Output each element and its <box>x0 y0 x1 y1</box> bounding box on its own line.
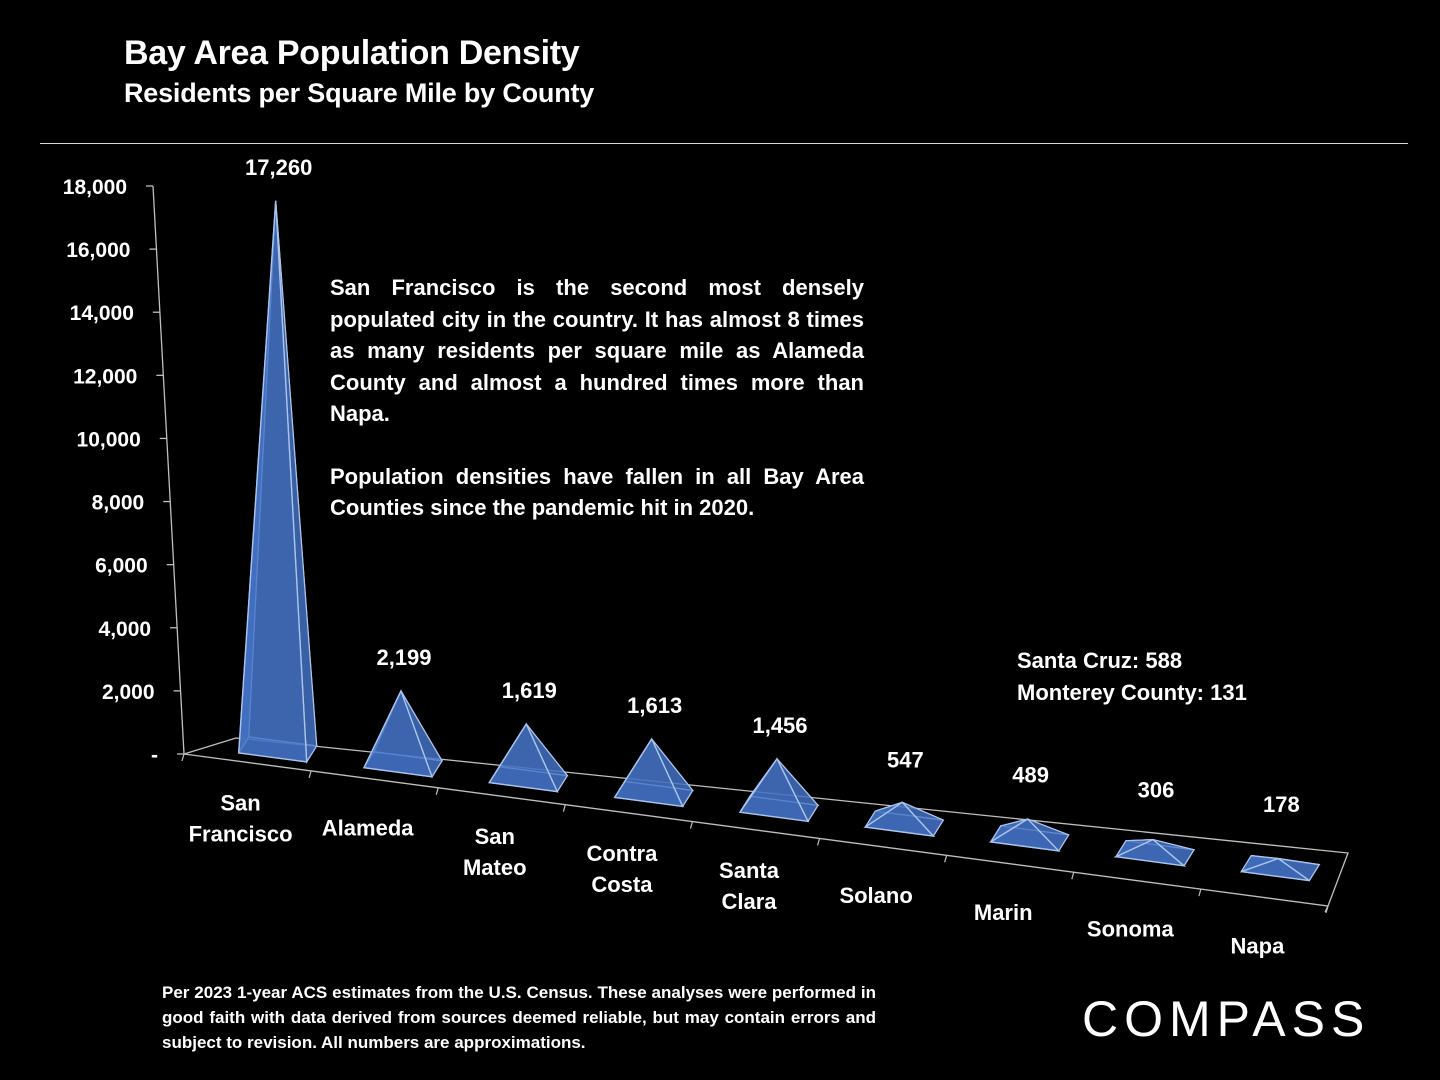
y-tick-label: 2,000 <box>102 681 155 704</box>
x-category-label: Clara <box>721 889 777 914</box>
chart-bars <box>237 200 1321 882</box>
data-label: 489 <box>1012 762 1049 787</box>
data-label: 178 <box>1263 792 1300 817</box>
annotation-paragraph-2: Population densities have fallen in all … <box>330 463 864 521</box>
bar-pyramid <box>237 200 318 764</box>
data-label: 1,619 <box>502 678 557 703</box>
bar-pyramid <box>362 689 444 779</box>
extra-county-santa-cruz: Santa Cruz: 588 <box>1017 648 1183 673</box>
x-tick <box>181 753 185 762</box>
y-tick-label: 10,000 <box>77 428 141 451</box>
chart-title: Bay Area Population Density <box>124 34 580 72</box>
y-tick-label: 16,000 <box>66 239 130 262</box>
x-category-label: Sonoma <box>1087 917 1175 942</box>
x-tick <box>1325 905 1329 914</box>
x-tick <box>562 804 566 812</box>
annotation-paragraph-1: San Francisco is the second most densely… <box>330 275 864 426</box>
x-tick <box>1198 888 1202 897</box>
data-label: 547 <box>887 748 924 773</box>
bar-pyramid <box>738 757 820 823</box>
bar-pyramid <box>488 722 569 793</box>
bar-pyramid <box>1113 838 1196 867</box>
source-footnote: Per 2023 1-year ACS estimates from the U… <box>162 983 876 1052</box>
x-category-label: San <box>475 824 515 849</box>
x-tick <box>689 821 694 829</box>
extra-county-monterey: Monterey County: 131 <box>1017 679 1247 705</box>
y-tick-label: 12,000 <box>73 365 137 388</box>
x-category-label: Napa <box>1231 934 1286 959</box>
x-category-label: Santa <box>719 858 780 883</box>
data-label: 1,456 <box>752 713 807 738</box>
x-tick <box>308 770 312 779</box>
chart-annotation: San Francisco is the second most densely… <box>330 272 864 524</box>
x-category-label: Mateo <box>463 855 527 880</box>
chart-subtitle: Residents per Square Mile by County <box>124 78 595 108</box>
x-tick <box>944 855 948 863</box>
y-tick-label: 6,000 <box>95 555 148 578</box>
chart-axes <box>146 185 1349 914</box>
y-axis-line <box>152 185 185 755</box>
bar-pyramid <box>863 801 945 838</box>
data-label: 306 <box>1138 777 1175 802</box>
x-category-label: Francisco <box>189 821 293 846</box>
y-tick-label: 4,000 <box>99 618 152 641</box>
bar-pyramid <box>613 737 695 808</box>
x-tick <box>816 838 821 846</box>
title-divider <box>40 143 1408 144</box>
x-tick <box>1071 872 1075 880</box>
compass-logo: COMPASS <box>1082 991 1371 1047</box>
y-tick-label: 14,000 <box>70 302 134 325</box>
y-tick-label: 18,000 <box>63 176 127 199</box>
x-category-label: Contra <box>586 841 658 866</box>
x-category-label: Marin <box>974 900 1033 925</box>
y-tick-label: - <box>151 744 158 767</box>
x-tick <box>435 787 439 795</box>
x-category-label: San <box>220 790 260 815</box>
bar-pyramid <box>1239 854 1321 882</box>
x-category-label: Costa <box>591 872 653 897</box>
y-tick-label: 8,000 <box>92 492 145 515</box>
extra-counties: Santa Cruz: 588 Monterey County: 131 <box>1017 645 1247 708</box>
data-label: 2,199 <box>376 645 431 670</box>
chart-labels: - 2,000 4,000 6,000 8,000 10,000 12,000 14,000 1… <box>63 155 1300 959</box>
bar-pyramid <box>988 818 1070 852</box>
x-category-label: Alameda <box>322 815 414 840</box>
data-label: 17,260 <box>245 155 312 180</box>
x-category-label: Solano <box>839 883 912 908</box>
data-label: 1,613 <box>627 693 682 718</box>
